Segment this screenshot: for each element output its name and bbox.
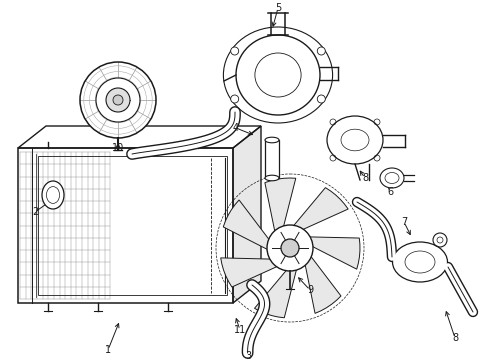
Circle shape (106, 88, 130, 112)
Ellipse shape (236, 35, 320, 115)
Ellipse shape (380, 168, 404, 188)
Text: 9: 9 (307, 285, 313, 295)
Polygon shape (18, 126, 261, 148)
Polygon shape (307, 237, 360, 269)
FancyBboxPatch shape (265, 140, 279, 178)
Text: 11: 11 (234, 325, 246, 335)
Polygon shape (305, 254, 341, 313)
Circle shape (96, 78, 140, 122)
Text: 3: 3 (245, 351, 251, 360)
Text: 2: 2 (32, 207, 38, 217)
Ellipse shape (265, 175, 279, 181)
Ellipse shape (327, 116, 383, 164)
Circle shape (281, 239, 299, 257)
Circle shape (318, 47, 325, 55)
Circle shape (231, 95, 239, 103)
Ellipse shape (392, 242, 447, 282)
Circle shape (80, 62, 156, 138)
Circle shape (231, 47, 239, 55)
Text: 8: 8 (362, 173, 368, 183)
Circle shape (113, 95, 123, 105)
Polygon shape (233, 126, 261, 303)
Polygon shape (220, 258, 280, 287)
Circle shape (267, 225, 313, 271)
Text: 10: 10 (112, 143, 124, 153)
Text: 1: 1 (105, 345, 111, 355)
Polygon shape (292, 188, 348, 231)
Ellipse shape (265, 137, 279, 143)
Text: 8: 8 (452, 333, 458, 343)
Circle shape (318, 95, 325, 103)
Text: 7: 7 (401, 217, 407, 227)
Polygon shape (18, 148, 233, 303)
Text: 5: 5 (275, 3, 281, 13)
Polygon shape (223, 200, 271, 251)
Polygon shape (265, 178, 296, 234)
Text: 4: 4 (233, 123, 239, 133)
Polygon shape (254, 267, 297, 318)
Ellipse shape (42, 181, 64, 209)
Text: 6: 6 (387, 187, 393, 197)
